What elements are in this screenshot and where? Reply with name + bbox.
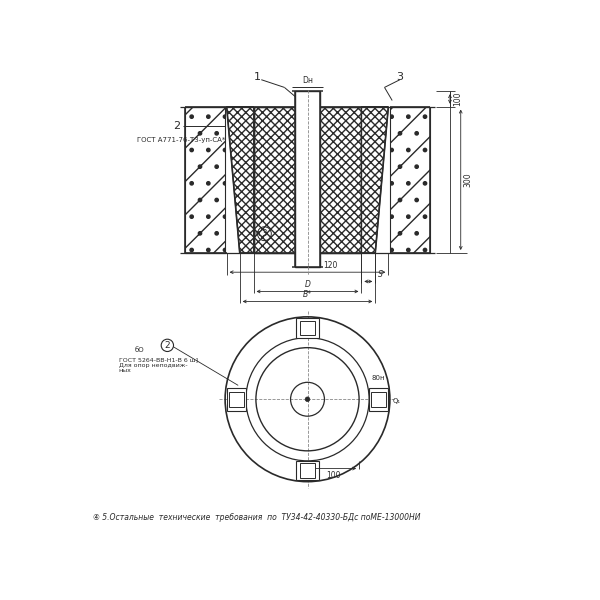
Bar: [300, 463, 315, 478]
Bar: [295, 91, 320, 267]
Polygon shape: [227, 107, 254, 137]
Bar: [300, 321, 315, 335]
Text: S: S: [379, 270, 383, 279]
Text: ④ 5.Остальные  технические  требования  по  ТУ34-42-40330-БДс поМЕ-13000НИ: ④ 5.Остальные технические требования по …: [94, 512, 421, 521]
Text: 300: 300: [464, 172, 473, 187]
Bar: [390, 107, 430, 253]
Bar: [371, 392, 386, 407]
Text: ГОСТ А771-76-Т3-уп-СА*: ГОСТ А771-76-Т3-уп-СА*: [137, 137, 225, 143]
Text: D: D: [305, 280, 310, 289]
Text: 2: 2: [173, 121, 180, 131]
Bar: [185, 107, 225, 253]
Text: 100: 100: [453, 92, 462, 106]
Text: 1: 1: [254, 73, 261, 82]
Text: 80н: 80н: [371, 374, 385, 380]
Bar: [296, 461, 319, 480]
Bar: [227, 388, 246, 411]
Text: Q₁: Q₁: [392, 398, 400, 404]
Text: ГОСТ 5264-ВВ-Н1-В 6 ш]: ГОСТ 5264-ВВ-Н1-В 6 ш]: [119, 358, 198, 362]
Text: 100: 100: [326, 471, 341, 480]
Polygon shape: [227, 107, 254, 253]
Bar: [229, 392, 244, 407]
Bar: [254, 107, 361, 253]
Text: Для опор неподвиж-: Для опор неподвиж-: [119, 363, 187, 368]
Circle shape: [305, 397, 310, 401]
Text: бО: бО: [134, 347, 144, 353]
Text: 3: 3: [397, 73, 403, 82]
Polygon shape: [361, 107, 388, 253]
Text: B*: B*: [303, 290, 312, 299]
Text: 120: 120: [323, 261, 338, 270]
Text: п.3: п.3: [254, 229, 268, 238]
Bar: [369, 388, 388, 411]
Text: Dн: Dн: [302, 76, 313, 85]
Polygon shape: [227, 107, 254, 253]
Bar: [296, 319, 319, 338]
Text: 2: 2: [164, 341, 170, 350]
Text: ных: ных: [119, 368, 132, 373]
